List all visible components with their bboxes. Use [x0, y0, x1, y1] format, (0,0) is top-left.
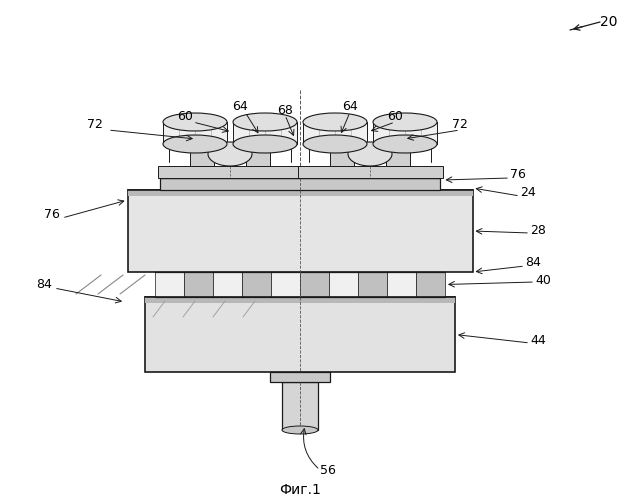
Bar: [213, 272, 242, 297]
Bar: [329, 272, 358, 297]
Text: 84: 84: [36, 278, 52, 291]
Ellipse shape: [303, 135, 367, 153]
Bar: [145, 297, 455, 372]
Text: 24: 24: [520, 186, 536, 200]
Ellipse shape: [233, 135, 297, 153]
Text: 28: 28: [530, 224, 546, 236]
Text: Фиг.1: Фиг.1: [279, 483, 321, 497]
Text: 72: 72: [452, 118, 468, 132]
Bar: [270, 372, 330, 382]
Ellipse shape: [163, 135, 227, 153]
Bar: [271, 272, 300, 297]
Bar: [128, 190, 473, 196]
Text: 56: 56: [320, 464, 336, 476]
Bar: [282, 382, 318, 430]
Ellipse shape: [348, 142, 392, 166]
Text: 44: 44: [530, 334, 545, 346]
Text: 60: 60: [177, 110, 193, 124]
Bar: [358, 272, 387, 297]
Text: 76: 76: [44, 208, 60, 222]
Bar: [297, 166, 443, 178]
Bar: [300, 272, 329, 297]
Bar: [190, 148, 214, 166]
Bar: [160, 178, 440, 190]
Ellipse shape: [208, 142, 252, 166]
Text: 40: 40: [535, 274, 551, 286]
Ellipse shape: [303, 113, 367, 131]
Bar: [387, 272, 416, 297]
Bar: [416, 272, 445, 297]
Text: 64: 64: [232, 100, 248, 114]
Text: 60: 60: [387, 110, 403, 124]
Bar: [373, 122, 437, 144]
Text: 76: 76: [510, 168, 526, 181]
Ellipse shape: [373, 135, 437, 153]
Text: 84: 84: [525, 256, 541, 270]
Ellipse shape: [373, 113, 437, 131]
Bar: [184, 272, 213, 297]
Bar: [145, 297, 455, 303]
Bar: [386, 148, 410, 166]
Bar: [330, 148, 354, 166]
Bar: [158, 166, 302, 178]
Bar: [246, 148, 270, 166]
Bar: [163, 122, 227, 144]
Text: 68: 68: [277, 104, 293, 117]
Bar: [155, 272, 184, 297]
Ellipse shape: [163, 113, 227, 131]
Text: 64: 64: [342, 100, 358, 114]
Bar: [128, 190, 473, 272]
Bar: [303, 122, 367, 144]
Ellipse shape: [282, 426, 318, 434]
Bar: [233, 122, 297, 144]
Bar: [242, 272, 271, 297]
Text: 20: 20: [600, 15, 618, 29]
Ellipse shape: [233, 113, 297, 131]
Text: 72: 72: [87, 118, 103, 132]
